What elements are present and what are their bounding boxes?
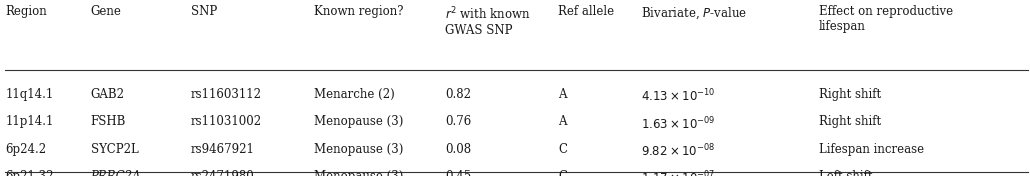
Text: Menopause (3): Menopause (3) [314, 170, 404, 176]
Text: Right shift: Right shift [819, 88, 881, 101]
Text: 0.45: 0.45 [445, 170, 471, 176]
Text: GAB2: GAB2 [91, 88, 125, 101]
Text: Left shift: Left shift [819, 170, 872, 176]
Text: rs9467921: rs9467921 [191, 143, 254, 156]
Text: $1.17 \times 10^{-07}$: $1.17 \times 10^{-07}$ [641, 170, 715, 176]
Text: 0.82: 0.82 [445, 88, 471, 101]
Text: 6p21.32: 6p21.32 [5, 170, 54, 176]
Text: FSHB: FSHB [91, 115, 126, 128]
Text: 11q14.1: 11q14.1 [5, 88, 54, 101]
Text: SYCP2L: SYCP2L [91, 143, 138, 156]
Text: $4.13 \times 10^{-10}$: $4.13 \times 10^{-10}$ [641, 88, 715, 105]
Text: 6p24.2: 6p24.2 [5, 143, 46, 156]
Text: rs2471980: rs2471980 [191, 170, 254, 176]
Text: rs11603112: rs11603112 [191, 88, 262, 101]
Text: Lifespan increase: Lifespan increase [819, 143, 924, 156]
Text: C: C [558, 143, 568, 156]
Text: Region: Region [5, 5, 47, 18]
Text: Right shift: Right shift [819, 115, 881, 128]
Text: Menopause (3): Menopause (3) [314, 115, 404, 128]
Text: $1.63 \times 10^{-09}$: $1.63 \times 10^{-09}$ [641, 115, 715, 132]
Text: Menarche (2): Menarche (2) [314, 88, 394, 101]
Text: Ref allele: Ref allele [558, 5, 614, 18]
Text: PRRC2A: PRRC2A [91, 170, 141, 176]
Text: C: C [558, 170, 568, 176]
Text: Gene: Gene [91, 5, 122, 18]
Text: $9.82 \times 10^{-08}$: $9.82 \times 10^{-08}$ [641, 143, 715, 159]
Text: A: A [558, 88, 566, 101]
Text: Bivariate, $P$-value: Bivariate, $P$-value [641, 5, 747, 21]
Text: Menopause (3): Menopause (3) [314, 143, 404, 156]
Text: SNP: SNP [191, 5, 216, 18]
Text: rs11031002: rs11031002 [191, 115, 262, 128]
Text: 0.76: 0.76 [445, 115, 471, 128]
Text: Known region?: Known region? [314, 5, 404, 18]
Text: $r^{2}$ with known
GWAS SNP: $r^{2}$ with known GWAS SNP [445, 5, 530, 37]
Text: A: A [558, 115, 566, 128]
Text: 11p14.1: 11p14.1 [5, 115, 54, 128]
Text: Effect on reproductive
lifespan: Effect on reproductive lifespan [819, 5, 953, 33]
Text: 0.08: 0.08 [445, 143, 471, 156]
